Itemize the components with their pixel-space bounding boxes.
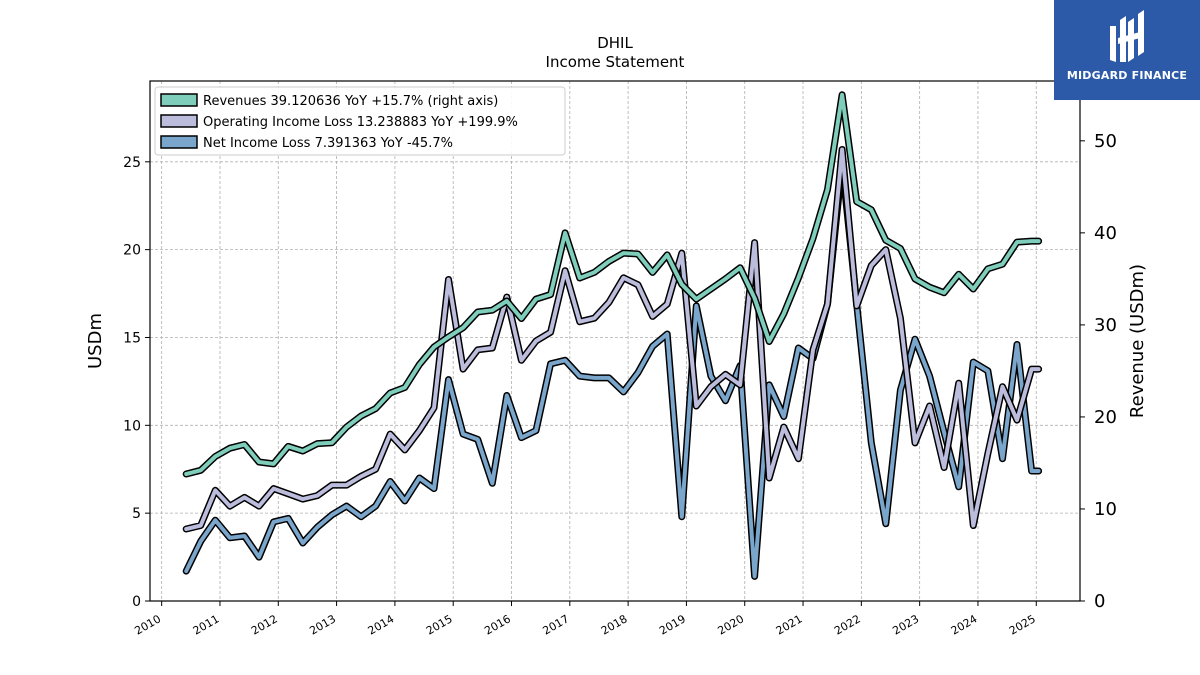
series-layer — [182, 91, 1043, 580]
x-tick-label: 2012 — [249, 612, 280, 637]
series-line — [184, 161, 1041, 579]
y-tick-label: 5 — [132, 506, 141, 522]
x-tick-label: 2016 — [482, 612, 513, 637]
legend-swatch — [160, 135, 198, 149]
y-tick-label: 15 — [123, 330, 141, 346]
x-tick-label: 2021 — [774, 612, 805, 637]
series-line — [184, 147, 1041, 531]
y2-tick-label: 30 — [1094, 315, 1117, 336]
x-tick-label: 2025 — [1007, 612, 1038, 637]
legend-swatch — [160, 114, 198, 128]
chart-title: DHIL — [597, 34, 633, 52]
x-tick-label: 2013 — [307, 612, 338, 637]
x-tick-label: 2018 — [599, 612, 630, 637]
y-tick-label: 0 — [132, 594, 141, 610]
chart-subtitle: Income Statement — [546, 53, 685, 71]
y2-tick-label: 40 — [1094, 223, 1117, 244]
y-axis-label: USDm — [85, 313, 106, 369]
y-tick-label: 25 — [123, 155, 141, 171]
y2-tick-label: 0 — [1094, 591, 1105, 612]
brand-logo: MIDGARD FINANCE — [1054, 0, 1200, 100]
x-tick-label: 2010 — [132, 612, 163, 637]
chart-legend: Revenues 39.120636 YoY +15.7% (right axi… — [154, 86, 566, 156]
x-tick-label: 2024 — [949, 612, 980, 637]
y2-tick-label: 20 — [1094, 407, 1117, 428]
x-tick-label: 2011 — [191, 612, 222, 637]
series-line — [184, 92, 1041, 476]
plot-frame — [149, 80, 1081, 602]
series-1 — [182, 146, 1043, 533]
y2-axis-label: Revenue (USDm) — [1127, 264, 1148, 418]
series-line-outline — [182, 160, 1043, 580]
legend-label: Net Income Loss 7.391363 YoY -45.7% — [203, 136, 453, 151]
midgard-finance-logo-icon — [1110, 10, 1144, 62]
x-tick-label: 2017 — [541, 612, 572, 637]
x-tick-label: 2019 — [657, 612, 688, 637]
series-line-outline — [182, 146, 1043, 533]
x-tick-label: 2014 — [366, 612, 397, 637]
legend-item: Revenues 39.120636 YoY +15.7% (right axi… — [160, 93, 498, 109]
x-tick-label: 2023 — [890, 612, 921, 637]
y-tick-label: 10 — [123, 418, 141, 434]
legend-swatch — [160, 93, 198, 107]
legend-frame — [154, 86, 566, 156]
y-tick-label: 20 — [123, 243, 141, 259]
legend-label: Revenues 39.120636 YoY +15.7% (right axi… — [203, 94, 498, 109]
series-0 — [182, 91, 1043, 478]
legend-item: Operating Income Loss 13.238883 YoY +199… — [160, 114, 518, 130]
x-tick-label: 2022 — [832, 612, 863, 637]
logo-text: MIDGARD FINANCE — [1066, 69, 1188, 82]
legend-label: Operating Income Loss 13.238883 YoY +199… — [203, 115, 518, 130]
x-tick-label: 2020 — [715, 612, 746, 637]
x-tick-label: 2015 — [424, 612, 455, 637]
y2-tick-label: 10 — [1094, 499, 1117, 520]
series-2 — [182, 160, 1043, 580]
y2-tick-label: 50 — [1094, 131, 1117, 152]
legend-item: Net Income Loss 7.391363 YoY -45.7% — [160, 135, 453, 151]
